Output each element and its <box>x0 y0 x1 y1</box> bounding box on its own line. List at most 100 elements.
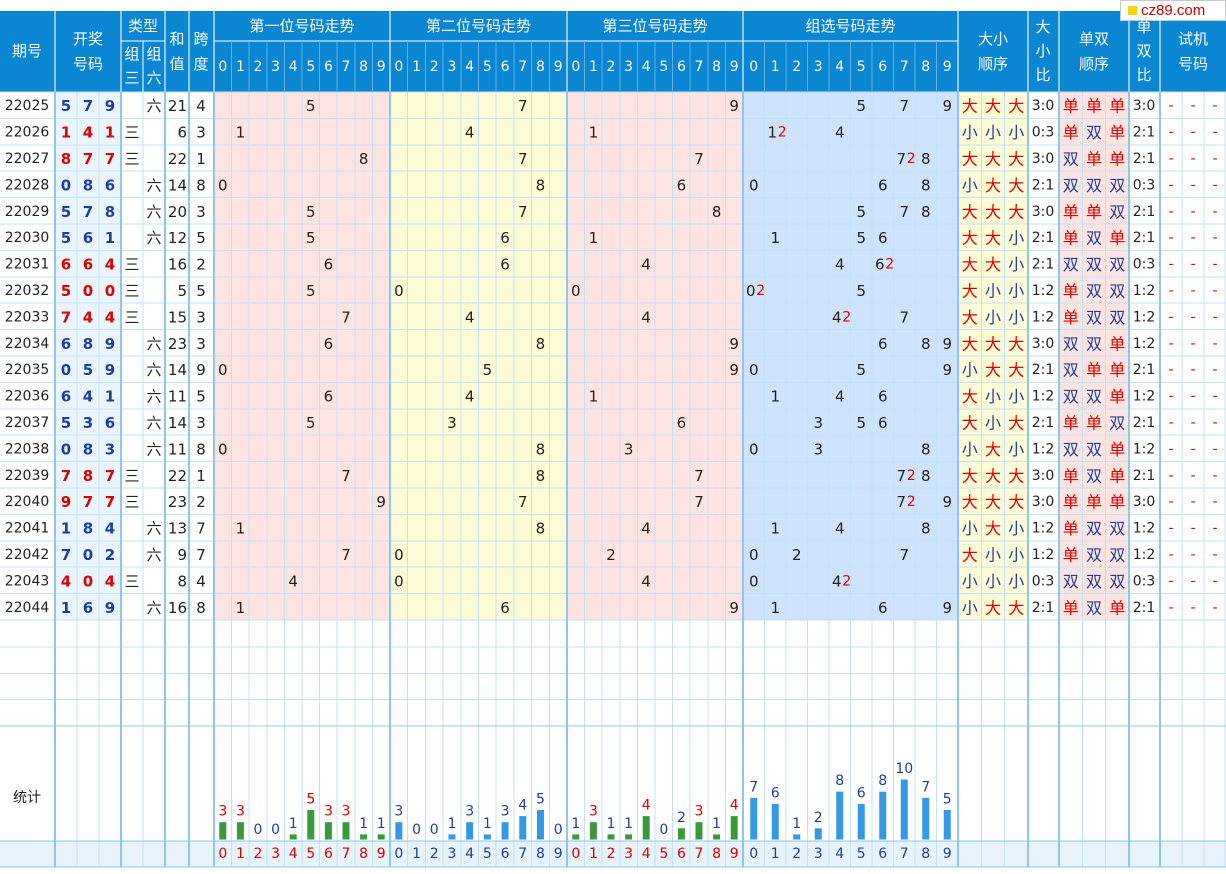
odd-even-mark: 单 <box>1109 466 1125 485</box>
odd-even-mark: 单 <box>1063 229 1079 248</box>
row-type: 六 <box>146 361 161 379</box>
trial-placeholder: - <box>1212 204 1217 220</box>
header-draw: 开奖 <box>73 30 103 48</box>
big-small-mark: 小 <box>1008 572 1024 591</box>
group-hit: 4 <box>832 308 842 326</box>
header-type-group6: 组 <box>146 45 161 63</box>
group-hit: 9 <box>942 493 952 511</box>
stats-pos3-bar <box>712 833 722 841</box>
footer-digit: 6 <box>501 846 510 862</box>
draw-digit: 6 <box>61 256 71 274</box>
position-hit-1: 5 <box>306 203 316 221</box>
header-odd-even-ratio: 单 <box>1136 18 1151 36</box>
row-period: 22026 <box>5 125 50 141</box>
stats-group-bar <box>770 802 780 841</box>
trial-placeholder: - <box>1190 547 1195 563</box>
row-span: 7 <box>196 546 206 564</box>
draw-digit: 8 <box>83 467 93 485</box>
trial-placeholder: - <box>1168 521 1173 537</box>
header-group-digit: 5 <box>857 59 866 75</box>
trial-placeholder: - <box>1190 283 1195 299</box>
stats-pos2-bar <box>394 821 404 841</box>
stats-pos1-bar <box>359 833 369 841</box>
row-span: 4 <box>196 97 206 115</box>
header-pos2-digit: 9 <box>554 59 563 75</box>
row-type: 六 <box>146 229 161 247</box>
stats-group-bar <box>921 796 931 841</box>
header-pos2-digit: 4 <box>465 59 474 75</box>
trial-placeholder: - <box>1168 468 1173 484</box>
header-pos3-digit: 0 <box>571 59 580 75</box>
trial-placeholder: - <box>1212 547 1217 563</box>
stats-pos3-bar <box>694 821 704 841</box>
position-hit-3: 9 <box>729 361 739 379</box>
footer-digit: 9 <box>554 846 563 862</box>
row-period: 22032 <box>5 283 50 299</box>
odd-even-mark: 单 <box>1063 282 1079 301</box>
odd-even-mark: 双 <box>1063 440 1079 459</box>
odd-even-mark: 单 <box>1109 361 1125 380</box>
stats-pos3-value: 1 <box>571 816 580 832</box>
trial-placeholder: - <box>1212 283 1217 299</box>
logo-square-icon <box>1128 6 1137 15</box>
odd-even-mark: 单 <box>1063 519 1079 538</box>
group-hit: 4 <box>835 256 845 274</box>
draw-digit: 7 <box>105 467 115 485</box>
trial-placeholder: - <box>1190 573 1195 589</box>
trial-placeholder: - <box>1212 389 1217 405</box>
big-small-mark: 小 <box>985 282 1001 301</box>
trial-placeholder: - <box>1190 309 1195 325</box>
row-period: 22041 <box>5 521 50 537</box>
odd-even-ratio: 0:3 <box>1133 573 1156 589</box>
header-period: 期号 <box>12 42 42 60</box>
stats-pos3-value: 3 <box>589 804 598 820</box>
big-small-mark: 大 <box>1008 97 1024 116</box>
group-hit: 7 <box>899 546 909 564</box>
header-pos1-digit: 5 <box>306 59 315 75</box>
row-sum: 23 <box>168 335 187 353</box>
big-small-mark: 大 <box>1008 334 1024 353</box>
odd-even-mark: 双 <box>1086 255 1102 274</box>
trial-placeholder: - <box>1190 362 1195 378</box>
row-span: 2 <box>196 256 206 274</box>
draw-digit: 7 <box>83 150 93 168</box>
header-span: 度 <box>193 55 208 73</box>
header-big-small-ratio: 比 <box>1035 66 1050 84</box>
header-pos2-digit: 5 <box>483 59 492 75</box>
odd-even-mark: 双 <box>1086 546 1102 565</box>
stats-pos1-bar <box>306 809 316 841</box>
odd-even-mark: 双 <box>1063 334 1079 353</box>
footer-digit: 0 <box>394 846 403 862</box>
odd-even-mark: 双 <box>1086 519 1102 538</box>
stats-pos1-value: 3 <box>324 804 333 820</box>
draw-digit: 5 <box>61 229 71 247</box>
footer-digit: 5 <box>659 846 668 862</box>
big-small-mark: 小 <box>985 572 1001 591</box>
row-sum: 16 <box>168 599 187 617</box>
group-repeat-count: 2 <box>842 573 851 589</box>
group-hit: 5 <box>856 282 866 300</box>
stats-pos2-bar <box>535 809 545 841</box>
header-pos3-digit: 3 <box>624 59 633 75</box>
draw-digit: 6 <box>61 388 71 406</box>
stats-pos3-bar <box>641 815 651 841</box>
stats-pos2-value: 5 <box>536 792 545 808</box>
odd-even-mark: 双 <box>1086 229 1102 248</box>
position-hit-3: 3 <box>624 440 634 458</box>
draw-digit: 1 <box>61 124 71 142</box>
stats-pos1-bar <box>323 821 333 841</box>
position-hit-2: 8 <box>536 440 546 458</box>
header-pos3-digit: 2 <box>607 59 616 75</box>
draw-digit: 7 <box>105 493 115 511</box>
group-hit: 1 <box>770 599 780 617</box>
big-small-mark: 大 <box>962 229 978 248</box>
position-hit-3: 0 <box>571 282 581 300</box>
group-hit: 0 <box>749 440 759 458</box>
odd-even-ratio: 3:0 <box>1133 98 1156 114</box>
big-small-mark: 小 <box>985 387 1001 406</box>
row-sum: 8 <box>177 572 187 590</box>
row-period: 22025 <box>5 98 50 114</box>
big-small-mark: 小 <box>1008 123 1024 142</box>
big-small-mark: 大 <box>962 466 978 485</box>
position-hit-2: 5 <box>483 361 493 379</box>
